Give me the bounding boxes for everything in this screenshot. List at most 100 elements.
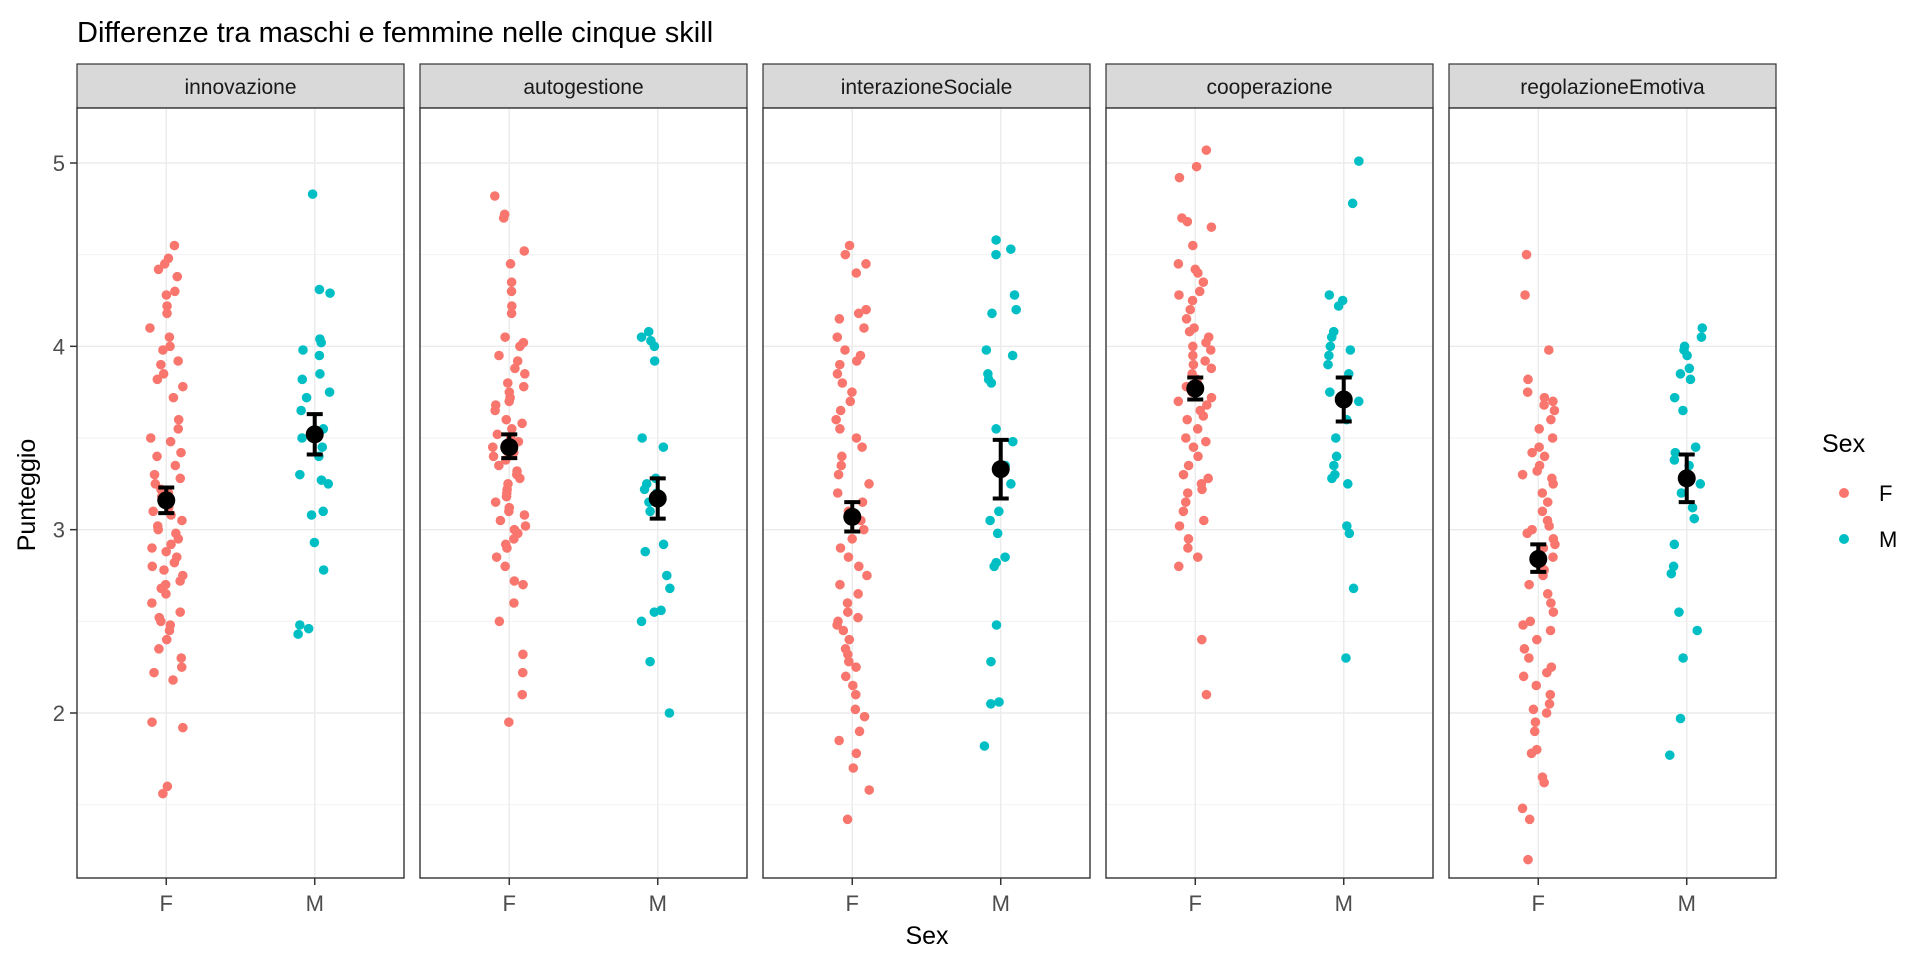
- data-point-F: [147, 561, 158, 572]
- data-point-F: [161, 290, 172, 300]
- data-point-F: [176, 662, 187, 672]
- panel-regolazioneEmotiva: regolazioneEmotiva F M: [1448, 63, 1777, 916]
- panel-border: [419, 107, 748, 879]
- data-point-F: [1522, 387, 1533, 397]
- panel-background: [77, 108, 404, 878]
- data-point-F: [504, 506, 514, 517]
- data-point-F: [517, 689, 528, 700]
- data-point-M: [1697, 323, 1708, 333]
- data-point-F: [1529, 726, 1540, 737]
- data-point-M: [1689, 513, 1700, 524]
- data-point-F: [162, 308, 172, 319]
- data-point-M: [1342, 521, 1352, 531]
- data-point-F: [837, 378, 848, 388]
- data-point-M: [306, 510, 317, 520]
- data-point-F: [864, 785, 875, 795]
- mean-point-F: [157, 491, 176, 510]
- panel-autogestione: autogestione F M: [419, 63, 748, 916]
- data-point-F: [1518, 671, 1529, 682]
- data-point-M: [1668, 561, 1679, 572]
- data-point-M: [1344, 528, 1355, 539]
- data-point-F: [1524, 814, 1535, 825]
- data-point-F: [169, 557, 180, 568]
- data-point-M: [318, 565, 329, 575]
- data-point-F: [502, 543, 512, 553]
- data-point-F: [842, 814, 853, 825]
- data-point-F: [173, 356, 183, 366]
- data-point-M: [1684, 363, 1695, 374]
- x-tick-label: F: [160, 891, 173, 916]
- data-point-F: [1537, 506, 1548, 517]
- data-point-F: [1524, 579, 1534, 590]
- panel-border: [76, 107, 405, 879]
- data-point-F: [494, 350, 504, 361]
- data-point-F: [1188, 350, 1198, 361]
- data-point-M: [303, 623, 314, 634]
- data-point-F: [1198, 515, 1209, 526]
- data-point-F: [1174, 290, 1184, 300]
- data-point-M: [649, 356, 660, 366]
- data-point-M: [301, 392, 312, 403]
- data-point-M: [323, 479, 334, 489]
- data-point-F: [861, 259, 871, 269]
- y-axis-label: Punteggio: [13, 439, 41, 552]
- data-point-F: [1183, 534, 1194, 544]
- data-point-F: [517, 667, 528, 678]
- panel-background: [1449, 108, 1776, 878]
- data-point-F: [1201, 689, 1212, 700]
- data-point-F: [1544, 699, 1555, 709]
- data-point-F: [1525, 616, 1536, 627]
- legend-label-F: F: [1879, 481, 1892, 506]
- data-point-F: [1522, 528, 1532, 539]
- data-point-F: [498, 213, 509, 223]
- data-point-F: [843, 552, 854, 562]
- data-point-F: [494, 616, 505, 627]
- data-point-F: [834, 359, 845, 370]
- data-point-M: [1696, 332, 1707, 342]
- data-point-F: [1545, 625, 1556, 636]
- data-point-F: [164, 332, 175, 342]
- data-point-F: [1542, 589, 1553, 599]
- data-point-F: [1548, 552, 1558, 562]
- data-point-M: [1354, 156, 1364, 166]
- data-point-F: [857, 497, 868, 507]
- data-point-F: [1183, 543, 1193, 553]
- data-point-M: [1323, 359, 1333, 370]
- data-point-F: [832, 488, 843, 498]
- data-point-M: [640, 546, 651, 557]
- data-point-F: [832, 369, 843, 379]
- data-point-F: [169, 240, 180, 251]
- data-point-F: [1542, 667, 1552, 678]
- data-point-F: [1173, 259, 1184, 269]
- data-point-F: [168, 392, 179, 403]
- data-point-M: [1685, 374, 1696, 385]
- data-point-M: [1692, 625, 1703, 636]
- data-point-F: [844, 240, 855, 251]
- data-point-F: [859, 711, 870, 722]
- data-point-M: [1325, 341, 1336, 352]
- data-point-F: [1203, 473, 1213, 484]
- data-point-F: [520, 369, 530, 379]
- data-point-F: [145, 433, 156, 443]
- data-point-F: [506, 277, 517, 287]
- data-point-F: [1174, 521, 1185, 531]
- data-point-F: [848, 763, 859, 773]
- mean-point-M: [1334, 390, 1353, 409]
- data-point-M: [297, 433, 307, 443]
- data-point-M: [1348, 583, 1359, 594]
- data-point-M: [297, 374, 308, 385]
- data-point-F: [175, 607, 186, 617]
- data-point-F: [1206, 392, 1217, 403]
- data-point-F: [176, 653, 187, 663]
- data-point-F: [851, 356, 862, 366]
- data-point-F: [519, 510, 530, 520]
- data-point-F: [1180, 497, 1191, 507]
- data-point-F: [1178, 469, 1189, 480]
- mean-point-M: [991, 460, 1010, 479]
- data-point-M: [1000, 552, 1010, 562]
- x-tick-label: F: [846, 891, 859, 916]
- data-point-M: [1666, 568, 1677, 579]
- data-point-M: [658, 442, 669, 452]
- chart-title: Differenze tra maschi e femmine nelle ci…: [77, 17, 713, 49]
